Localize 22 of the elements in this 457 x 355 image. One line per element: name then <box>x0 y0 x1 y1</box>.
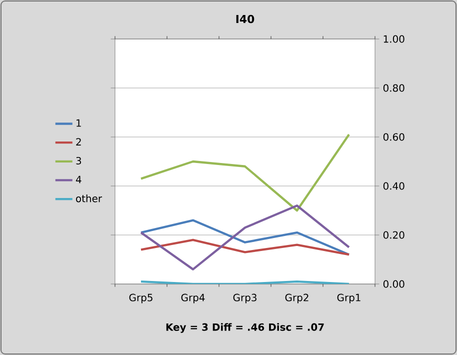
line-series <box>140 133 350 212</box>
y-tick-label: 0.60 <box>383 133 404 141</box>
legend-label: other <box>76 194 102 202</box>
line-series <box>140 204 350 270</box>
y-tick-label: 0.40 <box>383 182 404 190</box>
line-series <box>140 238 350 256</box>
legend-label: 1 <box>76 119 81 127</box>
y-tick-label: 1.00 <box>384 35 404 43</box>
y-tick-label: 0.00 <box>383 280 404 288</box>
chart-title: I40 <box>236 14 254 24</box>
x-tick-label: Grp2 <box>285 294 308 304</box>
line-series <box>140 219 350 256</box>
legend-label: 3 <box>76 156 82 164</box>
y-tick-label: 0.20 <box>383 231 404 239</box>
legend-label: 4 <box>76 176 82 184</box>
x-tick-label: Grp3 <box>233 294 256 304</box>
x-tick-label: Grp5 <box>129 294 152 304</box>
legend-label: 2 <box>76 138 81 146</box>
text: Key = 3 Diff = .46 Disc = .07 <box>166 323 324 333</box>
y-tick-label: 0.80 <box>383 84 404 92</box>
x-tick-label: Grp1 <box>337 294 360 304</box>
x-tick-label: Grp4 <box>181 294 205 304</box>
